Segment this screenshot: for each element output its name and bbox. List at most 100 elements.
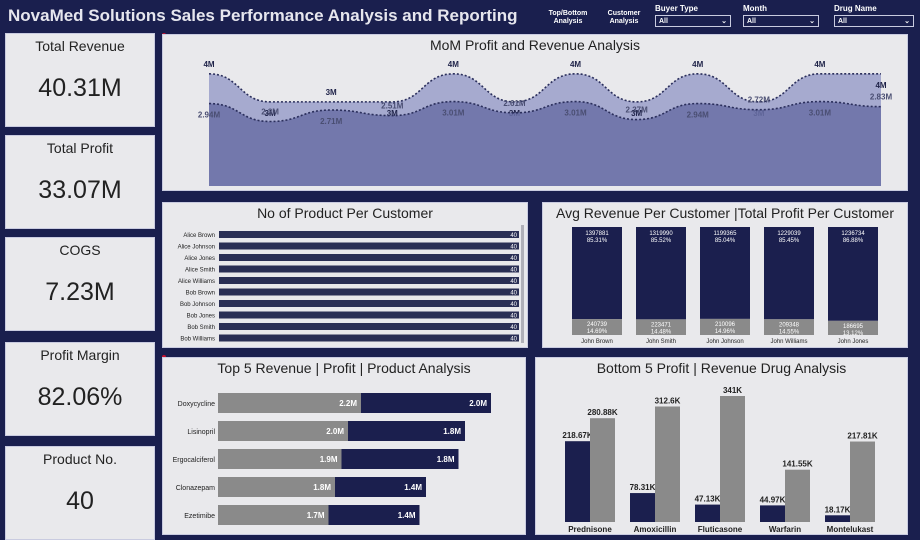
buyer-type-filter: Buyer Type All ⌄: [655, 4, 731, 27]
kpi-value: 40.31M: [38, 74, 122, 102]
data-label: 341K: [723, 386, 742, 395]
data-label: 40: [510, 268, 517, 274]
buyer-type-value: All: [659, 17, 668, 25]
bar-segment: [572, 319, 622, 335]
nav-customer-button[interactable]: Customer Analysis: [607, 10, 641, 25]
bar-segment: [218, 505, 329, 525]
bar: [219, 277, 519, 284]
bar-segment: [828, 320, 878, 335]
category-label: John Jones: [838, 339, 869, 345]
data-label: 40: [510, 256, 517, 262]
data-label: 4M: [203, 60, 214, 69]
bar: [219, 300, 519, 307]
bar-segment: [700, 318, 750, 335]
bottom5-chart: 218.67K 280.88K Prednisone 78.31K 312.6K Amox…: [562, 386, 877, 534]
data-label: 2.2M: [339, 399, 357, 408]
buyer-type-label: Buyer Type: [655, 4, 698, 13]
data-label: 2.37M: [626, 106, 649, 115]
bar-segment: [218, 449, 342, 469]
data-label: 2.71M: [320, 117, 343, 126]
drug-name-value: All: [838, 17, 847, 25]
data-label: 141.55K: [782, 460, 812, 469]
bar-segment: [764, 227, 814, 320]
kpi-label: Total Profit: [46, 140, 114, 156]
data-label: 40: [510, 245, 517, 251]
data-label: 78.31K: [630, 483, 656, 492]
month-label: Month: [743, 4, 767, 13]
data-label: 3.01M: [442, 109, 465, 118]
chart-title: No of Product Per Customer: [257, 205, 433, 221]
bar-segment: [636, 227, 686, 320]
category-label: Alice Johnson: [178, 245, 215, 251]
chevron-down-icon: ⌄: [809, 18, 815, 25]
category-label: Clonazepam: [176, 485, 215, 492]
data-label: 209348: [779, 322, 800, 328]
data-label: 14.69%: [587, 329, 608, 335]
category-label: Bob Smith: [187, 325, 215, 331]
data-label: 40: [510, 291, 517, 297]
kpi-label: COGS: [59, 242, 101, 258]
buyer-type-select[interactable]: All ⌄: [655, 15, 731, 27]
data-label: 85.04%: [715, 238, 736, 244]
data-label: 4M: [692, 60, 703, 69]
kpi-value: 82.06%: [37, 383, 123, 411]
kpi-label: Product No.: [43, 451, 117, 467]
bar-segment: [572, 227, 622, 320]
bar: [219, 265, 519, 273]
data-label: 1199365: [714, 231, 738, 237]
chevron-down-icon: ⌄: [721, 18, 727, 25]
bar: [219, 242, 519, 250]
data-label: 1.8M: [437, 455, 455, 464]
data-label: 2.0M: [326, 427, 344, 436]
data-label: 2.51M: [381, 102, 404, 111]
month-select[interactable]: All ⌄: [743, 15, 819, 27]
data-label: 40: [510, 314, 517, 320]
data-label: 186695: [843, 324, 864, 330]
bar: [590, 418, 615, 522]
bar-segment: [636, 319, 686, 335]
bar: [785, 469, 810, 522]
category-label: Ezetimibe: [184, 513, 215, 520]
series-line: [208, 100, 882, 123]
data-label: 3M: [387, 109, 398, 118]
data-label: 1.7M: [307, 511, 325, 520]
data-label: 85.52%: [651, 238, 672, 244]
bar: [219, 288, 519, 296]
bar: [760, 505, 785, 522]
kpi-profit-margin: Profit Margin 82.06%: [5, 342, 155, 436]
category-label: Montelukast: [827, 525, 874, 534]
bar: [565, 441, 590, 522]
category-label: Ergocalciferol: [173, 457, 216, 464]
data-label: 4M: [448, 60, 459, 69]
kpi-total-revenue: Total Revenue 40.31M: [5, 33, 155, 127]
dashboard-title: NovaMed Solutions Sales Performance Anal…: [8, 6, 518, 25]
data-label: 3M: [631, 109, 642, 118]
category-label: Bob Brown: [186, 291, 215, 297]
data-label: 18.17K: [825, 505, 851, 514]
nav-top-bottom-button[interactable]: Top/Bottom Analysis: [548, 10, 588, 25]
top5-panel: Top 5 Revenue | Profit | Product Analysi…: [162, 357, 526, 535]
data-label: 2.3M: [261, 108, 279, 117]
bar-segment: [328, 505, 420, 525]
bar-segment: [335, 477, 426, 497]
product-per-customer-panel: No of Product Per Customer Alice Brown 40…: [162, 202, 528, 348]
bar-segment: [218, 421, 348, 441]
data-label: 3.01M: [564, 109, 587, 118]
data-label: 1229039: [777, 231, 801, 237]
data-label: 1319990: [649, 231, 673, 237]
data-label: 85.31%: [587, 238, 608, 244]
bar: [219, 311, 519, 319]
data-label: 40: [510, 233, 517, 239]
bar-segment: [828, 227, 878, 321]
data-label: 4M: [570, 60, 581, 69]
bar-segment: [764, 319, 814, 335]
drug-name-select[interactable]: All ⌄: [834, 15, 914, 27]
bottom5-panel: Bottom 5 Profit | Revenue Drug Analysis …: [535, 357, 908, 535]
kpi-label: Profit Margin: [40, 347, 120, 363]
month-value: All: [747, 17, 756, 25]
product-per-customer-chart: Alice Brown 40 Alice Johnson 40 Alice Jones 4…: [178, 225, 524, 343]
bar-segment: [218, 477, 335, 497]
category-label: Bob Johnson: [180, 302, 215, 308]
data-label: 40: [510, 337, 517, 343]
